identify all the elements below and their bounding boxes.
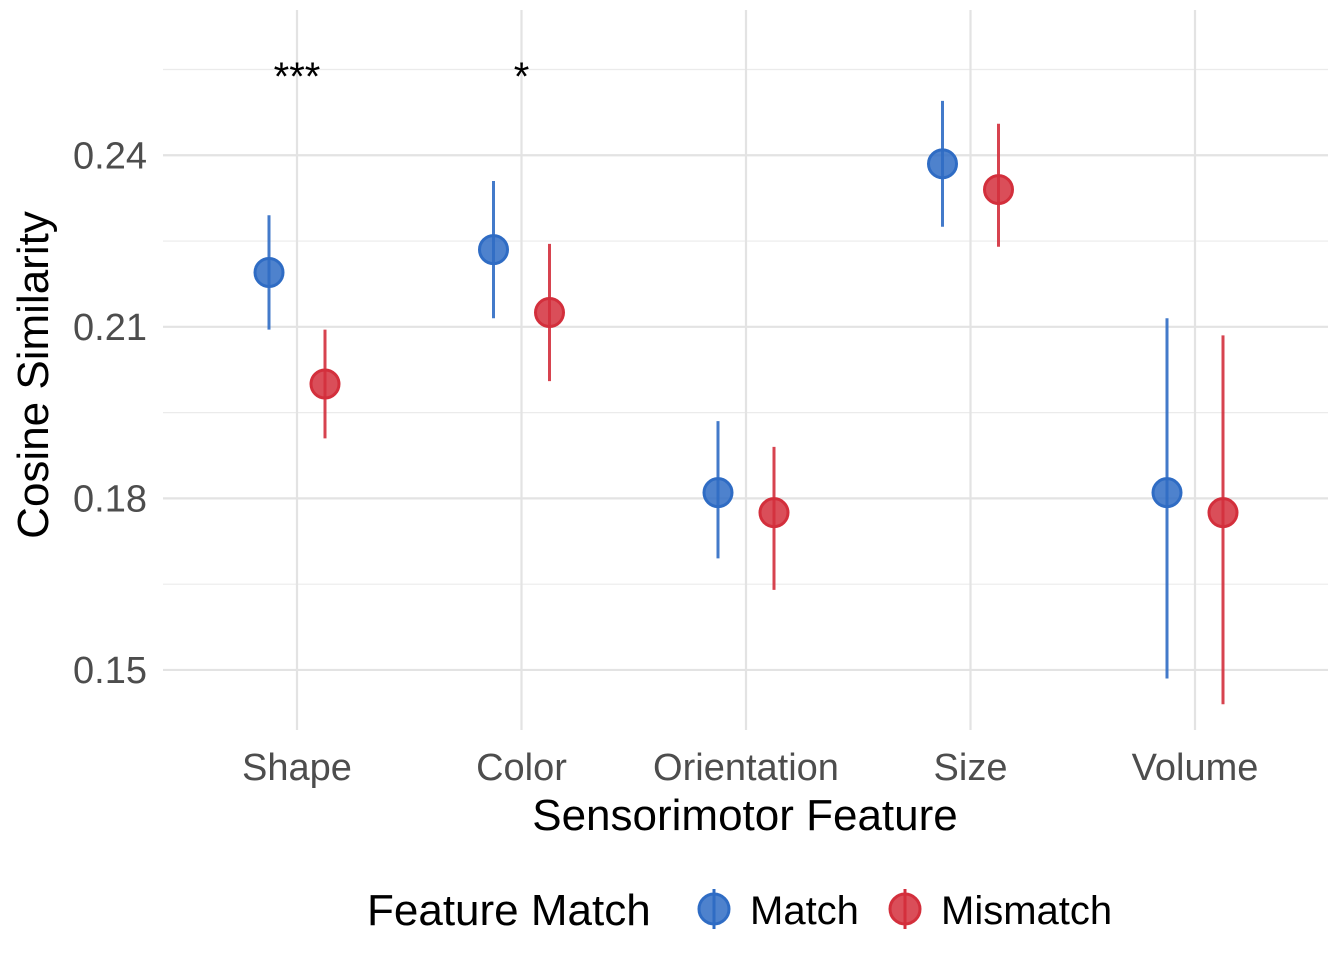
x-tick-label: Volume <box>1132 747 1259 789</box>
y-tick-label: 0.24 <box>73 135 147 177</box>
data-point <box>1151 477 1183 509</box>
significance-annotations: *** * <box>274 55 530 99</box>
y-tick-label: 0.18 <box>73 478 147 520</box>
data-point <box>534 297 565 329</box>
x-tick-label: Color <box>476 747 567 789</box>
data-point <box>983 174 1014 206</box>
data-point <box>758 497 790 529</box>
data-point <box>309 368 341 400</box>
y-axis-ticks: 0.15 0.18 0.21 0.24 <box>73 135 147 692</box>
x-tick-label: Size <box>934 747 1008 789</box>
y-tick-label: 0.15 <box>73 650 147 692</box>
x-axis-ticks: Shape Color Orientation Size Volume <box>242 747 1258 789</box>
legend-key-dot <box>697 892 731 926</box>
data-points <box>253 148 1239 529</box>
data-point <box>478 234 509 266</box>
data-point <box>1207 497 1239 529</box>
significance-label: * <box>514 55 530 99</box>
legend-item-mismatch: Mismatch <box>888 889 1112 933</box>
legend-title: Feature Match <box>367 886 651 935</box>
legend-label-match: Match <box>750 889 859 933</box>
legend: Feature Match Match Mismatch <box>367 886 1112 935</box>
legend-item-match: Match <box>697 889 859 933</box>
x-tick-label: Orientation <box>653 747 839 789</box>
y-tick-label: 0.21 <box>73 307 147 349</box>
y-axis-title: Cosine Similarity <box>9 211 58 539</box>
data-point <box>253 256 285 288</box>
grid <box>163 10 1328 730</box>
data-point <box>927 148 958 180</box>
legend-key-dot <box>888 892 922 926</box>
legend-label-mismatch: Mismatch <box>941 889 1112 933</box>
x-tick-label: Shape <box>242 747 352 789</box>
data-point <box>702 477 734 509</box>
significance-label: *** <box>274 55 321 99</box>
x-axis-title: Sensorimotor Feature <box>532 791 958 840</box>
